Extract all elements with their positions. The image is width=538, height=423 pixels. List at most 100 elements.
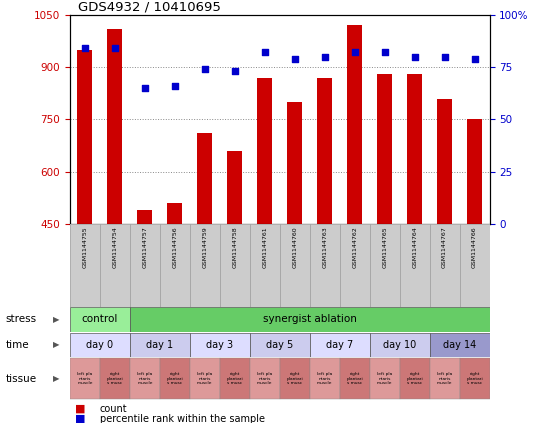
Text: right
plantari
s musc: right plantari s musc <box>226 372 243 385</box>
Text: day 10: day 10 <box>383 340 416 350</box>
Text: day 0: day 0 <box>87 340 114 350</box>
Point <box>380 49 389 56</box>
Text: right
plantari
s musc: right plantari s musc <box>466 372 483 385</box>
Bar <box>377 74 392 224</box>
Bar <box>339 358 370 399</box>
Bar <box>430 224 459 307</box>
Point <box>171 82 179 89</box>
Bar <box>310 332 370 357</box>
Text: GSM1144755: GSM1144755 <box>82 227 88 268</box>
Text: stress: stress <box>5 314 37 324</box>
Bar <box>317 78 332 224</box>
Text: left pla
ntaris
muscle: left pla ntaris muscle <box>77 372 93 385</box>
Text: right
plantari
s musc: right plantari s musc <box>166 372 183 385</box>
Bar <box>459 224 490 307</box>
Bar <box>77 50 93 224</box>
Text: GSM1144765: GSM1144765 <box>382 227 387 268</box>
Point <box>260 49 269 56</box>
Text: tissue: tissue <box>5 374 37 384</box>
Bar <box>250 332 310 357</box>
Bar <box>227 151 242 224</box>
Bar <box>310 224 339 307</box>
Text: left pla
ntaris
muscle: left pla ntaris muscle <box>197 372 213 385</box>
Text: count: count <box>100 404 127 414</box>
Text: right
plantari
s musc: right plantari s musc <box>346 372 363 385</box>
Bar <box>370 224 400 307</box>
Text: synergist ablation: synergist ablation <box>263 314 357 324</box>
Bar <box>220 358 250 399</box>
Bar <box>400 358 430 399</box>
Bar <box>130 224 160 307</box>
Text: GSM1144754: GSM1144754 <box>112 227 117 269</box>
Point <box>111 45 119 52</box>
Text: GSM1144759: GSM1144759 <box>202 227 207 269</box>
Bar <box>250 224 280 307</box>
Text: ▶: ▶ <box>53 374 60 383</box>
Bar <box>130 307 490 332</box>
Text: left pla
ntaris
muscle: left pla ntaris muscle <box>137 372 153 385</box>
Bar <box>280 358 310 399</box>
Bar <box>257 78 272 224</box>
Point <box>321 53 329 60</box>
Text: day 3: day 3 <box>206 340 233 350</box>
Text: GSM1144762: GSM1144762 <box>352 227 357 269</box>
Text: day 5: day 5 <box>266 340 293 350</box>
Text: control: control <box>82 314 118 324</box>
Text: GSM1144767: GSM1144767 <box>442 227 447 269</box>
Bar <box>70 224 100 307</box>
Bar <box>160 224 190 307</box>
Text: ■: ■ <box>75 414 86 423</box>
Bar <box>70 358 100 399</box>
Text: percentile rank within the sample: percentile rank within the sample <box>100 414 265 423</box>
Text: day 14: day 14 <box>443 340 476 350</box>
Text: left pla
ntaris
muscle: left pla ntaris muscle <box>377 372 392 385</box>
Text: GSM1144760: GSM1144760 <box>292 227 298 268</box>
Point <box>230 68 239 75</box>
Text: GSM1144764: GSM1144764 <box>412 227 417 269</box>
Bar <box>190 358 220 399</box>
Text: right
plantari
s musc: right plantari s musc <box>286 372 303 385</box>
Bar <box>137 210 152 224</box>
Bar <box>347 25 362 224</box>
Text: day 7: day 7 <box>326 340 353 350</box>
Bar <box>70 307 130 332</box>
Point <box>410 53 419 60</box>
Bar <box>160 358 190 399</box>
Bar <box>370 332 430 357</box>
Bar <box>370 358 400 399</box>
Bar <box>430 358 459 399</box>
Text: GDS4932 / 10410695: GDS4932 / 10410695 <box>79 1 221 14</box>
Bar <box>190 332 250 357</box>
Bar <box>100 224 130 307</box>
Bar <box>287 102 302 224</box>
Bar <box>70 332 130 357</box>
Bar <box>250 358 280 399</box>
Bar <box>197 134 213 224</box>
Bar <box>108 29 122 224</box>
Text: left pla
ntaris
muscle: left pla ntaris muscle <box>437 372 452 385</box>
Text: GSM1144758: GSM1144758 <box>232 227 237 268</box>
Bar <box>190 224 220 307</box>
Bar <box>430 332 490 357</box>
Bar <box>400 224 430 307</box>
Point <box>470 55 479 62</box>
Bar <box>467 120 482 224</box>
Bar <box>407 74 422 224</box>
Point <box>350 49 359 56</box>
Point <box>440 53 449 60</box>
Bar <box>459 358 490 399</box>
Text: right
plantari
s musc: right plantari s musc <box>107 372 123 385</box>
Text: GSM1144763: GSM1144763 <box>322 227 327 269</box>
Bar <box>167 203 182 224</box>
Text: time: time <box>5 340 29 350</box>
Bar <box>220 224 250 307</box>
Bar <box>130 358 160 399</box>
Text: ▶: ▶ <box>53 315 60 324</box>
Bar <box>130 332 190 357</box>
Text: ■: ■ <box>75 404 86 414</box>
Bar <box>339 224 370 307</box>
Text: left pla
ntaris
muscle: left pla ntaris muscle <box>257 372 273 385</box>
Text: GSM1144757: GSM1144757 <box>143 227 147 269</box>
Text: GSM1144766: GSM1144766 <box>472 227 477 268</box>
Text: GSM1144756: GSM1144756 <box>172 227 178 268</box>
